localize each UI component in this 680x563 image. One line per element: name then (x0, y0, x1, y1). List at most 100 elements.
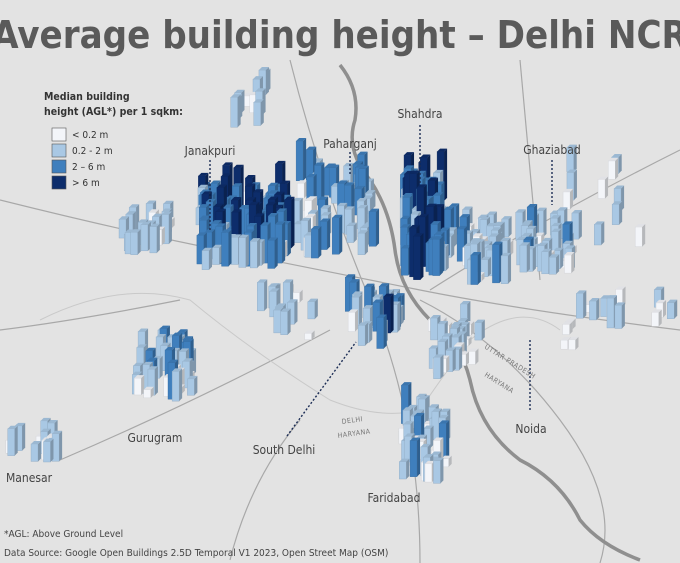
place-label: Manesar (6, 471, 53, 485)
building-top (482, 241, 493, 245)
building-top (357, 230, 368, 234)
place-label: Shahdra (397, 107, 442, 121)
building-top (564, 245, 575, 249)
building-front (149, 226, 158, 254)
building-side (264, 279, 268, 311)
building-top (352, 294, 363, 298)
building-top (363, 195, 374, 199)
building-top (40, 417, 51, 421)
building-side (440, 457, 444, 484)
building-top (360, 224, 371, 228)
building-top (439, 420, 450, 424)
building-top (138, 219, 149, 223)
building-side (353, 222, 357, 243)
building-top (404, 152, 415, 156)
building-side (420, 233, 424, 280)
building-front (130, 231, 138, 255)
building-front (433, 357, 441, 379)
building-top (47, 419, 58, 423)
building-top (258, 67, 269, 71)
building-top (196, 232, 207, 236)
building-front (376, 317, 384, 349)
building-top (521, 232, 532, 236)
building-top (515, 209, 526, 213)
building-front (212, 247, 220, 265)
building-top (407, 404, 418, 408)
building-front (257, 282, 265, 312)
building-side (658, 309, 662, 327)
building-side (573, 144, 577, 172)
building-side (601, 221, 605, 245)
building-top (125, 211, 136, 215)
building-top (411, 211, 422, 215)
building-side (425, 396, 429, 427)
building-top (430, 221, 441, 225)
building-top (7, 425, 18, 429)
building-side (446, 420, 450, 459)
building-side (475, 348, 479, 365)
building-side (261, 239, 265, 266)
building-side (471, 321, 475, 336)
legend-items: < 0.2 m 0.2 - 2 m 2 – 6 m > 6 m (51, 127, 113, 190)
building-top (460, 300, 471, 304)
building-top (550, 215, 561, 219)
building-top (667, 299, 678, 303)
legend-title: height (AGL*) per 1 sqkm: (44, 106, 183, 118)
building-top (549, 254, 560, 258)
building-top (149, 223, 160, 227)
building-top (442, 333, 453, 337)
building-top (216, 184, 227, 188)
building-side (304, 180, 308, 199)
building-top (179, 348, 190, 352)
building-top (459, 214, 470, 218)
building-top (651, 309, 662, 313)
building-top (183, 338, 194, 342)
building-front (576, 293, 584, 319)
building-top (459, 321, 470, 325)
building-top (516, 236, 527, 240)
building-top (182, 358, 193, 362)
building-side (376, 208, 380, 247)
building-top (255, 88, 266, 92)
building-top (416, 184, 427, 188)
building-front (597, 179, 606, 199)
building-top (198, 172, 209, 176)
building-top (576, 290, 587, 294)
building-side (452, 347, 456, 372)
building-side (663, 299, 667, 318)
building-top (357, 197, 368, 201)
building-side (383, 314, 387, 349)
legend-label: > 6 m (72, 178, 100, 189)
building-top (564, 252, 575, 256)
building-side (642, 224, 646, 247)
building-side (619, 201, 623, 225)
building-top (345, 274, 356, 278)
building-front (267, 240, 275, 269)
building-top (400, 224, 411, 228)
buildings (5, 67, 678, 484)
building-top (615, 286, 626, 290)
building-top (221, 229, 232, 233)
building-top (433, 354, 444, 358)
building-side (569, 321, 573, 335)
building-top (230, 94, 241, 98)
building-top (402, 407, 413, 411)
building-top (275, 160, 286, 164)
building-side (526, 242, 530, 273)
building-top (501, 216, 512, 220)
building-front (368, 211, 377, 247)
place-label: Faridabad (368, 491, 421, 505)
building-side (372, 190, 376, 210)
building-top (443, 206, 454, 210)
building-side (355, 309, 359, 332)
building-side (618, 154, 622, 174)
building-top (143, 386, 154, 390)
building-top (450, 325, 461, 329)
building-top (428, 404, 439, 408)
building-side (454, 227, 458, 247)
building-top (426, 203, 437, 207)
building-front (7, 428, 15, 456)
building-top (52, 430, 63, 434)
building-side (477, 252, 481, 285)
